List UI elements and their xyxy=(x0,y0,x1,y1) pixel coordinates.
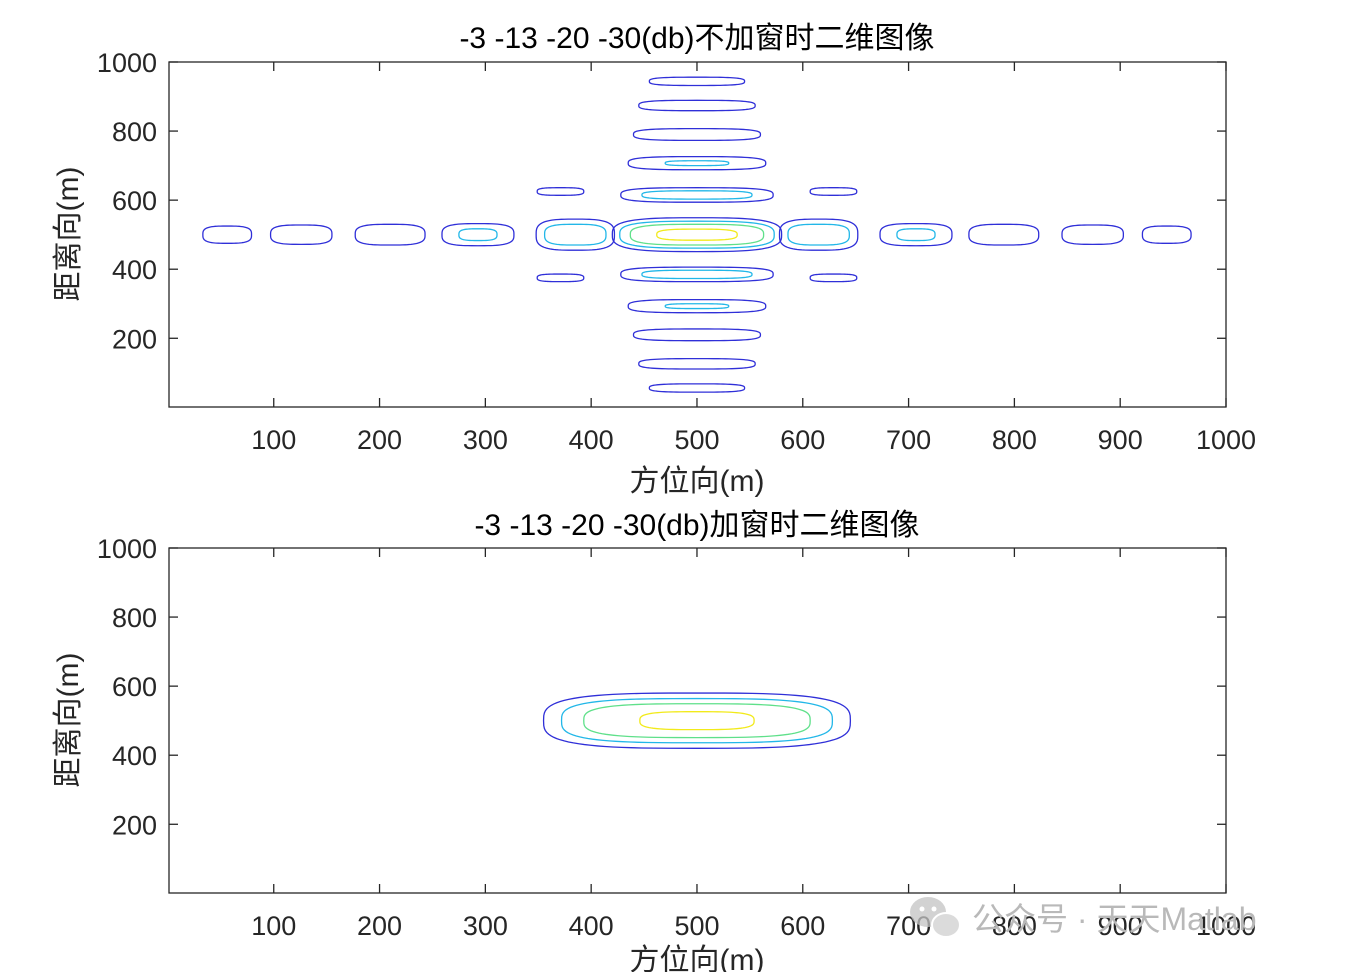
contour-line xyxy=(542,692,852,749)
chart-bottom: -3 -13 -20 -30(db)加窗时二维图像 100 200 300 400 50… xyxy=(52,509,1256,972)
x-tick-label: 300 xyxy=(463,911,508,941)
contour-line xyxy=(632,127,762,142)
contour-line xyxy=(638,357,756,370)
contour-line xyxy=(968,223,1040,246)
contour-line xyxy=(896,228,936,242)
x-tick-label: 800 xyxy=(992,425,1037,455)
watermark: 公众号 · 天天Matlab xyxy=(910,897,1257,938)
y-tick-label: 200 xyxy=(112,810,157,840)
chart-bottom-y-label: 距离向(m) xyxy=(52,653,85,788)
x-tick-label: 600 xyxy=(780,911,825,941)
y-tick-label: 800 xyxy=(112,603,157,633)
x-tick-label: 900 xyxy=(1098,425,1143,455)
chart-bottom-title: -3 -13 -20 -30(db)加窗时二维图像 xyxy=(474,509,919,542)
contour-line xyxy=(778,218,859,251)
x-tick-label: 700 xyxy=(886,425,931,455)
y-tick-label: 200 xyxy=(112,324,157,354)
x-tick-label: 200 xyxy=(357,425,402,455)
x-tick-label: 800 xyxy=(992,911,1037,941)
contour-line xyxy=(787,223,850,246)
contour-line xyxy=(809,187,858,196)
contour-line xyxy=(1061,224,1125,245)
contour-line xyxy=(664,160,730,167)
chart-bottom-x-label: 方位向(m) xyxy=(630,944,765,972)
contour-line xyxy=(535,218,616,251)
contour-line xyxy=(664,303,730,310)
contour-line xyxy=(620,187,774,203)
chart-top-plot-area xyxy=(169,62,1226,407)
y-tick-label: 400 xyxy=(112,255,157,285)
x-tick-label: 600 xyxy=(780,425,825,455)
contour-line xyxy=(648,76,746,87)
x-tick-label: 200 xyxy=(357,911,402,941)
x-tick-label: 1000 xyxy=(1196,425,1256,455)
watermark-text: 公众号 · 天天Matlab xyxy=(972,901,1257,937)
contour-line xyxy=(354,223,426,246)
contour-line xyxy=(543,223,607,246)
contour-line xyxy=(632,328,762,342)
chart-top-title: -3 -13 -20 -30(db)不加窗时二维图像 xyxy=(459,22,934,55)
y-tick-label: 600 xyxy=(112,186,157,216)
chart-top: -3 -13 -20 -30(db)不加窗时二维图像 100 200 300 400 5… xyxy=(52,22,1256,498)
contour-line xyxy=(641,190,753,200)
y-tick-label: 1000 xyxy=(97,534,157,564)
x-tick-label: 300 xyxy=(463,425,508,455)
chart-top-y-label: 距离向(m) xyxy=(52,167,85,302)
chart-bottom-plot-area xyxy=(169,548,1226,893)
contour-line xyxy=(536,187,585,196)
contour-line xyxy=(879,222,953,247)
contour-line xyxy=(656,228,738,241)
contour-line xyxy=(627,298,767,314)
contour-line xyxy=(639,711,755,731)
chart-top-contours xyxy=(202,76,1192,393)
contour-line xyxy=(583,703,811,739)
x-tick-label: 400 xyxy=(569,911,614,941)
contour-line xyxy=(560,697,834,744)
wechat-icon xyxy=(910,897,961,938)
contour-line xyxy=(629,223,765,246)
chart-top-x-label: 方位向(m) xyxy=(630,465,765,498)
y-tick-label: 400 xyxy=(112,741,157,771)
contour-line xyxy=(619,220,775,249)
contour-line xyxy=(641,269,753,280)
contour-line xyxy=(1141,225,1192,244)
x-tick-label: 900 xyxy=(1098,911,1143,941)
chart-top-ticks: 100 200 300 400 500 600 700 800 900 1000 200 400 600… xyxy=(97,48,1256,455)
contour-line xyxy=(648,383,746,393)
x-tick-label: 500 xyxy=(674,425,719,455)
chart-top-axes-box xyxy=(168,61,1227,408)
x-tick-label: 100 xyxy=(251,425,296,455)
contour-line xyxy=(638,99,756,112)
chart-bottom-ticks: 100 200 300 400 500 600 700 800 900 1000200400600… xyxy=(97,534,1256,941)
x-tick-label: 500 xyxy=(674,911,719,941)
chart-bottom-axes-box xyxy=(168,547,1227,894)
x-tick-label: 400 xyxy=(569,425,614,455)
y-tick-label: 800 xyxy=(112,117,157,147)
contour-line xyxy=(441,222,515,247)
contour-line xyxy=(627,155,767,171)
contour-line xyxy=(458,228,498,242)
contour-line xyxy=(620,266,774,283)
contour-line xyxy=(536,273,585,283)
contour-line xyxy=(611,217,783,253)
x-tick-label: 1000 xyxy=(1196,911,1256,941)
contour-line xyxy=(269,224,333,245)
y-tick-label: 600 xyxy=(112,672,157,702)
contour-line xyxy=(809,273,858,283)
y-tick-label: 1000 xyxy=(97,48,157,78)
contour-line xyxy=(202,225,253,244)
chart-bottom-contours xyxy=(542,692,852,749)
x-tick-label: 100 xyxy=(251,911,296,941)
